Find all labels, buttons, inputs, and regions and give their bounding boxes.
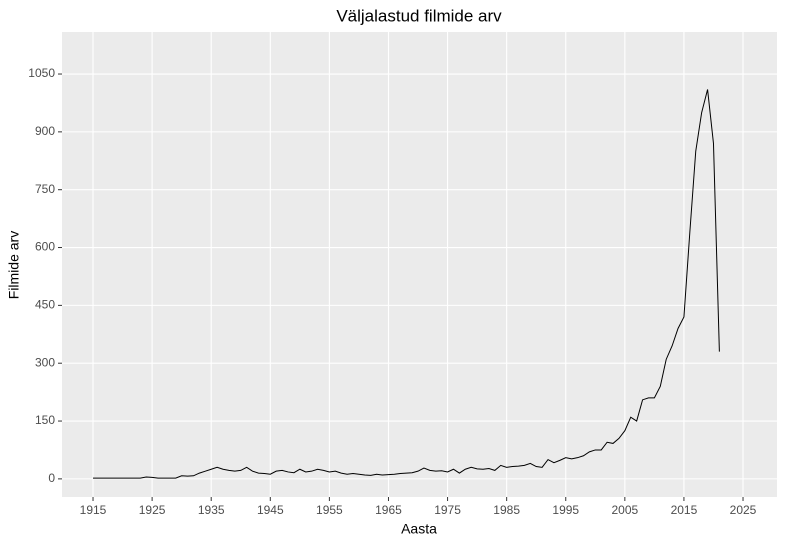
x-tick-label: 1955: [316, 503, 343, 517]
y-tick-label: 900: [35, 124, 55, 138]
chart-title: Väljalastud filmide arv: [336, 6, 502, 25]
x-tick-label: 1935: [198, 503, 225, 517]
x-tick-label: 2005: [611, 503, 638, 517]
x-tick-label: 1945: [257, 503, 284, 517]
y-tick-label: 750: [35, 182, 55, 196]
x-tick-label: 2025: [730, 503, 757, 517]
x-tick-label: 1915: [80, 503, 107, 517]
x-tick-label: 1985: [493, 503, 520, 517]
x-tick-label: 1925: [139, 503, 166, 517]
y-tick-label: 150: [35, 413, 55, 427]
y-tick-label: 600: [35, 240, 55, 254]
y-tick-label: 1050: [28, 66, 55, 80]
x-axis-label: Aasta: [401, 521, 437, 537]
panel: [62, 32, 777, 497]
x-tick-label: 1975: [434, 503, 461, 517]
y-axis-label: Filmide arv: [6, 231, 22, 299]
y-tick-label: 0: [48, 471, 55, 485]
x-tick-label: 2015: [671, 503, 698, 517]
y-tick-label: 300: [35, 355, 55, 369]
x-tick-label: 1965: [375, 503, 402, 517]
y-tick-label: 450: [35, 298, 55, 312]
x-tick-label: 1995: [552, 503, 579, 517]
data-line: [93, 89, 720, 479]
